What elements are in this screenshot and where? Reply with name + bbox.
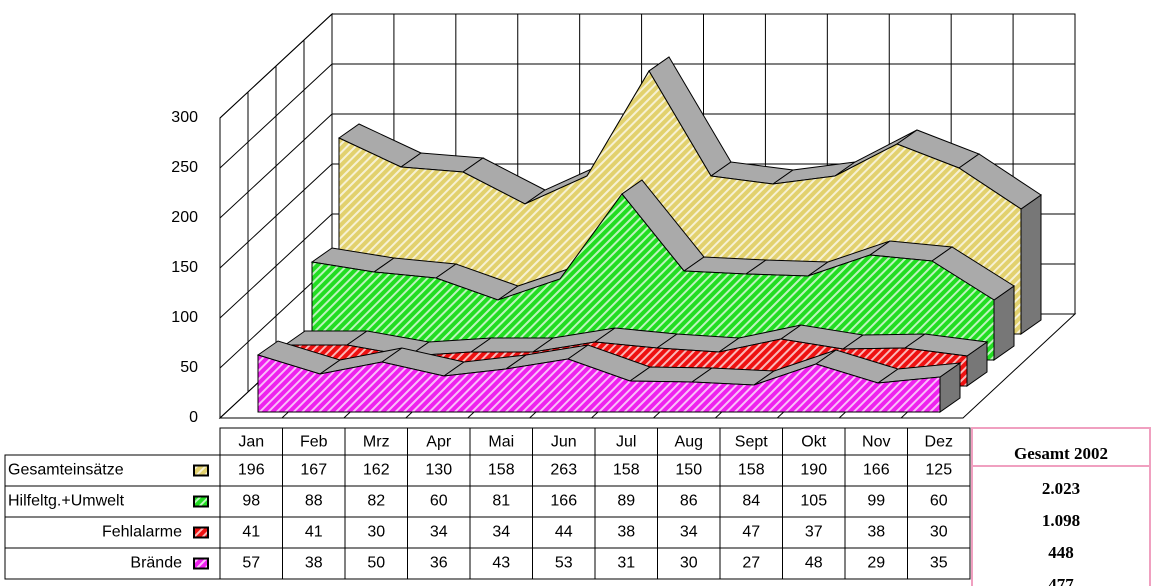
table-value: 36	[430, 555, 448, 572]
y-tick-label: 300	[171, 109, 198, 126]
totals-box	[971, 427, 1151, 586]
grid-line	[219, 13, 1075, 119]
table-value: 158	[738, 462, 765, 479]
table-value: 31	[617, 555, 635, 572]
table-value: 81	[492, 493, 510, 510]
table-value: 30	[930, 524, 948, 541]
y-tick-label: 150	[171, 259, 198, 276]
table-value: 48	[805, 555, 823, 572]
area	[257, 354, 941, 413]
y-tick-label: 200	[171, 209, 198, 226]
x-tick-label: Jan	[238, 434, 264, 451]
table-value: 35	[930, 555, 948, 572]
table-value: 53	[555, 555, 573, 572]
table-value: 150	[675, 462, 702, 479]
grid-line	[219, 113, 1075, 219]
legend-label: Brände	[130, 555, 182, 572]
total-value: 448	[1048, 543, 1074, 562]
table-value: 29	[867, 555, 885, 572]
totals-title: Gesamt 2002	[1014, 444, 1108, 463]
total-value: 477	[1048, 575, 1074, 586]
table-value: 196	[238, 462, 265, 479]
legend-label: Hilfeltg.+Umwelt	[8, 493, 125, 510]
y-tick-label: 250	[171, 159, 198, 176]
table-value: 158	[613, 462, 640, 479]
y-tick-label: 50	[180, 359, 198, 376]
x-tick-label: Feb	[300, 434, 328, 451]
x-tick-label: Apr	[426, 434, 452, 451]
table-value: 38	[617, 524, 635, 541]
table-value: 30	[680, 555, 698, 572]
legend-label: Fehlalarme	[102, 524, 182, 541]
table-value: 167	[300, 462, 327, 479]
table-value: 86	[680, 493, 698, 510]
x-tick-label: Dez	[925, 434, 953, 451]
grid-line	[219, 63, 1075, 169]
table-value: 166	[863, 462, 890, 479]
table-value: 38	[867, 524, 885, 541]
table-value: 105	[800, 493, 827, 510]
total-value: 1.098	[1042, 511, 1080, 530]
table-value: 43	[492, 555, 510, 572]
table-value: 98	[242, 493, 260, 510]
table-value: 166	[550, 493, 577, 510]
table-value: 158	[488, 462, 515, 479]
table-value: 99	[867, 493, 885, 510]
legend-swatch	[193, 526, 209, 539]
x-tick-label: Sept	[735, 434, 768, 451]
x-tick-label: Mai	[488, 434, 514, 451]
x-tick-label: Okt	[801, 434, 826, 451]
x-tick-label: Aug	[675, 434, 703, 451]
table-value: 89	[617, 493, 635, 510]
table-value: 41	[305, 524, 323, 541]
table-value: 263	[550, 462, 577, 479]
total-value: 2.023	[1042, 479, 1080, 498]
table-value: 60	[430, 493, 448, 510]
table-value: 162	[363, 462, 390, 479]
area-end	[1020, 194, 1042, 335]
area	[311, 193, 995, 361]
table-value: 50	[367, 555, 385, 572]
table-value: 44	[555, 524, 573, 541]
table-value: 190	[800, 462, 827, 479]
table-value: 30	[367, 524, 385, 541]
table-value: 57	[242, 555, 260, 572]
table-value: 34	[492, 524, 510, 541]
table-value: 38	[305, 555, 323, 572]
y-tick-label: 0	[189, 409, 198, 426]
table-value: 27	[742, 555, 760, 572]
legend-label: Gesamteinsätze	[8, 462, 124, 479]
grid-line	[219, 163, 1075, 269]
table-value: 34	[430, 524, 448, 541]
table-value: 84	[742, 493, 760, 510]
legend-swatch	[193, 495, 209, 508]
table-value: 37	[805, 524, 823, 541]
x-tick-label: Nov	[862, 434, 890, 451]
y-tick-label: 100	[171, 309, 198, 326]
table-value: 47	[742, 524, 760, 541]
table-value: 130	[425, 462, 452, 479]
x-tick-label: Mrz	[363, 434, 390, 451]
legend-swatch	[193, 464, 209, 477]
table-value: 82	[367, 493, 385, 510]
table-value: 88	[305, 493, 323, 510]
x-tick-label: Jul	[616, 434, 636, 451]
table-value: 60	[930, 493, 948, 510]
table-value: 41	[242, 524, 260, 541]
table-value: 125	[925, 462, 952, 479]
legend-swatch	[193, 557, 209, 570]
x-tick-label: Jun	[551, 434, 577, 451]
table-value: 34	[680, 524, 698, 541]
